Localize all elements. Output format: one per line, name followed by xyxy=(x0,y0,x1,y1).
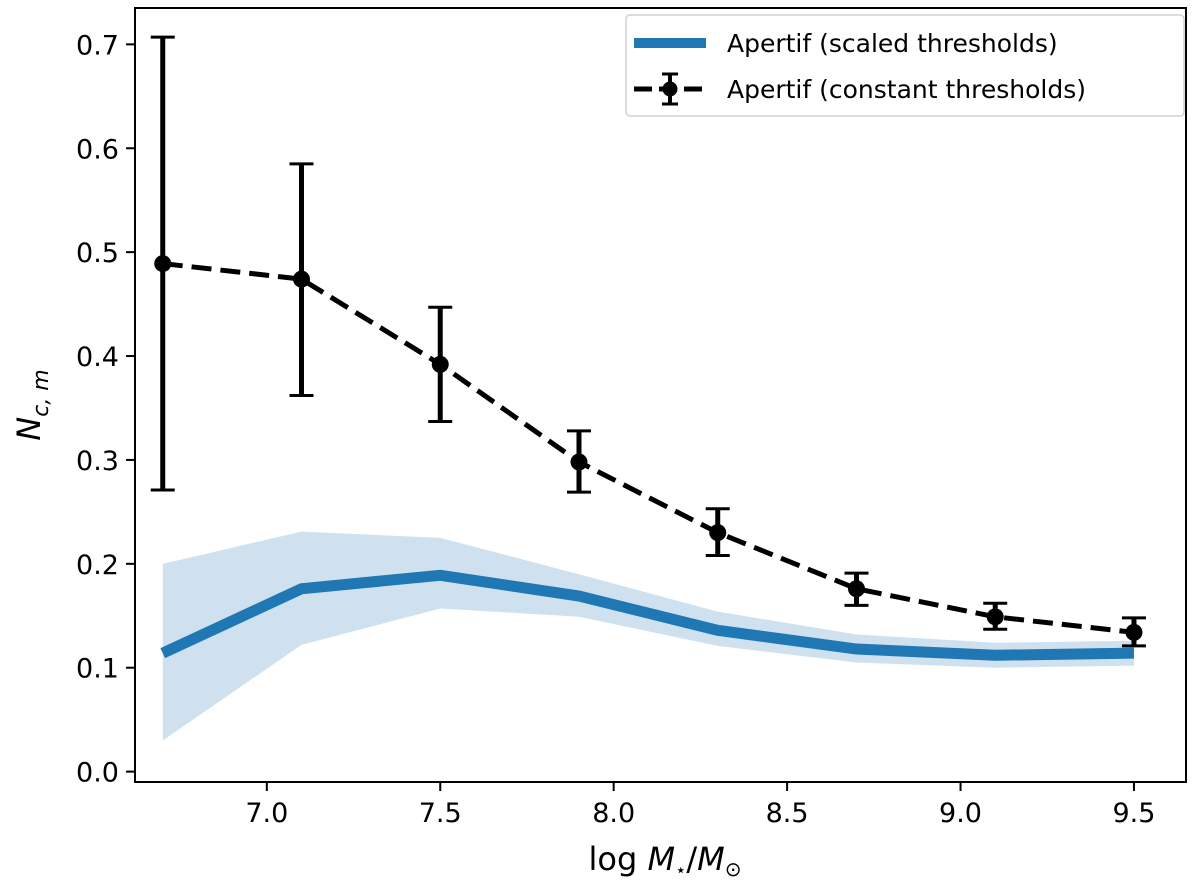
x-tick-label: 9.5 xyxy=(1112,798,1155,829)
x-axis-label: log M⋆/M⊙ xyxy=(589,840,742,881)
constant-thresholds-point xyxy=(431,355,449,373)
legend-label-scaled: Apertif (scaled thresholds) xyxy=(727,29,1058,58)
constant-thresholds-point xyxy=(986,608,1004,626)
constant-thresholds-point xyxy=(709,524,727,542)
y-tick-label: 0.6 xyxy=(76,134,119,165)
y-tick-label: 0.7 xyxy=(76,30,119,61)
plot-frame xyxy=(134,7,1187,783)
y-tick-label: 0.5 xyxy=(76,238,119,269)
y-axis-label: Nc, m xyxy=(10,369,54,440)
x-axis-label-m: M xyxy=(647,840,675,878)
legend-box xyxy=(625,14,1185,117)
y-tick-label: 0.4 xyxy=(76,342,119,373)
constant-thresholds-point xyxy=(154,255,172,273)
constant-thresholds-point xyxy=(570,453,588,471)
legend-label-constant: Apertif (constant thresholds) xyxy=(727,75,1086,104)
x-tick-label: 9.0 xyxy=(939,798,982,829)
x-tick-label: 8.5 xyxy=(766,798,809,829)
y-tick-label: 0.1 xyxy=(76,654,119,685)
constant-thresholds-point xyxy=(292,270,310,288)
x-axis-label-star: ⋆ xyxy=(675,860,686,881)
marker-layer xyxy=(154,255,1143,641)
x-axis-label-sun: ⊙ xyxy=(725,857,742,881)
x-axis-label-log: log xyxy=(589,840,648,878)
x-tick-label: 7.5 xyxy=(419,798,462,829)
legend: Apertif (scaled thresholds) Apertif (con… xyxy=(625,14,1185,117)
constant-thresholds-point xyxy=(1125,623,1143,641)
y-axis-label-sub: c, m xyxy=(29,369,54,417)
series-layer xyxy=(160,261,1135,661)
x-axis-ticks: 7.0 7.5 8.0 8.5 9.0 9.5 xyxy=(245,782,1155,829)
x-axis-label-msun: M xyxy=(697,840,725,878)
x-axis-label-slash: / xyxy=(686,840,697,878)
scaled-thresholds-line xyxy=(160,569,1135,661)
x-tick-label: 7.0 xyxy=(245,798,288,829)
y-tick-label: 0.3 xyxy=(76,446,119,477)
legend-marker-constant xyxy=(662,81,678,97)
y-axis-label-n: N xyxy=(10,417,48,441)
y-tick-label: 0.2 xyxy=(76,550,119,581)
y-axis-ticks: 0.0 0.1 0.2 0.3 0.4 0.5 0.6 0.7 xyxy=(76,30,135,789)
x-tick-label: 8.0 xyxy=(592,798,635,829)
y-tick-label: 0.0 xyxy=(76,758,119,789)
constant-thresholds-point xyxy=(847,580,865,598)
